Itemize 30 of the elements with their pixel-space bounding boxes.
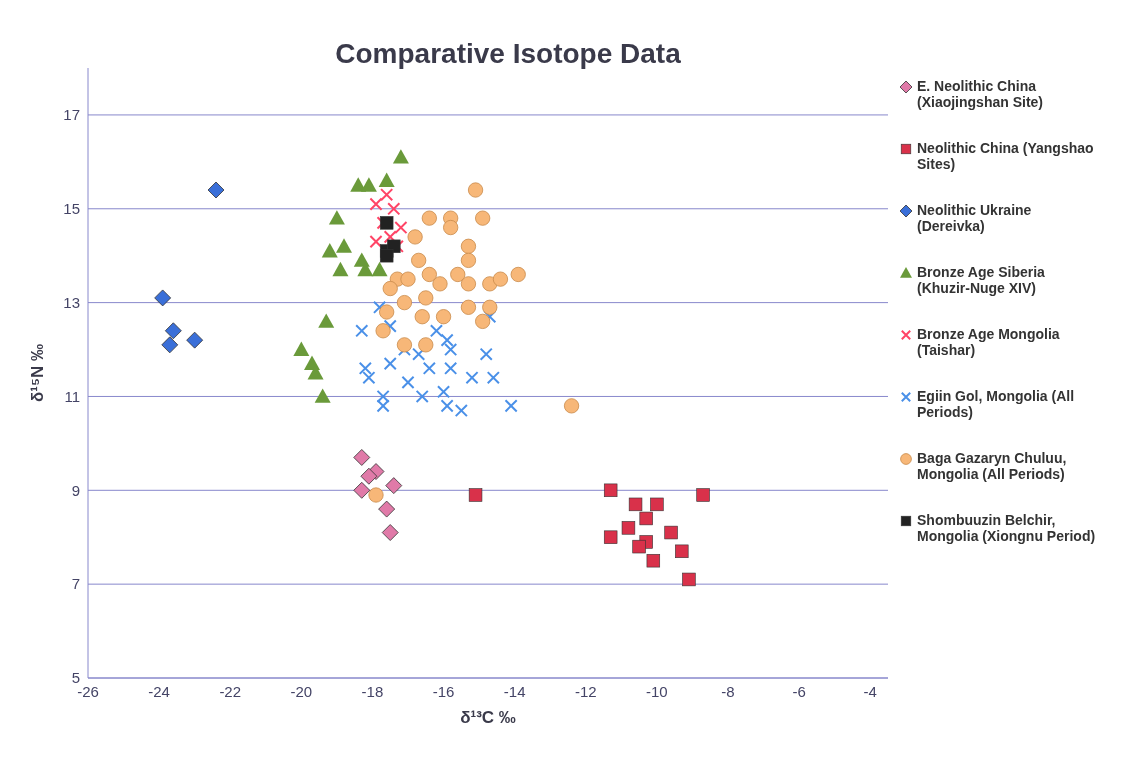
y-tick-label: 15: [63, 200, 80, 218]
y-tick-label: 5: [71, 669, 80, 687]
y-tick-label: 7: [71, 575, 80, 593]
x-tick-label: -22: [219, 682, 242, 700]
legend-label: Baga Gazaryn Chuluu, Mongolia (All Periods): [917, 450, 1068, 482]
x-tick-label: -24: [148, 682, 170, 700]
legend-label: Neolithic China (Yangshao Sites): [917, 140, 1095, 172]
x-axis-title: δ¹³C ‰: [460, 708, 516, 727]
x-tick-label: -20: [290, 682, 313, 700]
x-tick-label: -16: [432, 682, 455, 700]
x-tick-label: -8: [721, 682, 735, 700]
legend-label: Shombuuzin Belchir, Mongolia (Xiongnu Period): [917, 512, 1097, 544]
legend-label: Bronze Age Siberia (Khuzir-Nuge XIV): [917, 264, 1046, 296]
x-tick-label: -4: [863, 682, 877, 700]
y-tick-label: 13: [63, 293, 80, 311]
x-tick-label: -10: [646, 682, 668, 700]
y-tick-label: 11: [64, 387, 80, 405]
legend-label: E. Neolithic China (Xiaojingshan Site): [917, 78, 1044, 110]
y-axis-title: δ¹⁵N ‰: [28, 344, 47, 402]
x-tick-label: -26: [77, 682, 99, 700]
y-tick-label: 9: [71, 481, 80, 499]
y-tick-label: 17: [63, 106, 80, 124]
legend-label: Egiin Gol, Mongolia (All Periods): [917, 388, 1076, 420]
legend-label: Bronze Age Mongolia (Taishar): [917, 326, 1061, 358]
x-tick-label: -6: [792, 682, 806, 700]
chart-title: Comparative Isotope Data: [334, 38, 682, 70]
x-tick-label: -18: [361, 682, 384, 700]
legend-label: Neolithic Ukraine (Dereivka): [917, 202, 1033, 234]
x-tick-label: -12: [574, 682, 597, 700]
x-tick-label: -14: [503, 682, 526, 700]
